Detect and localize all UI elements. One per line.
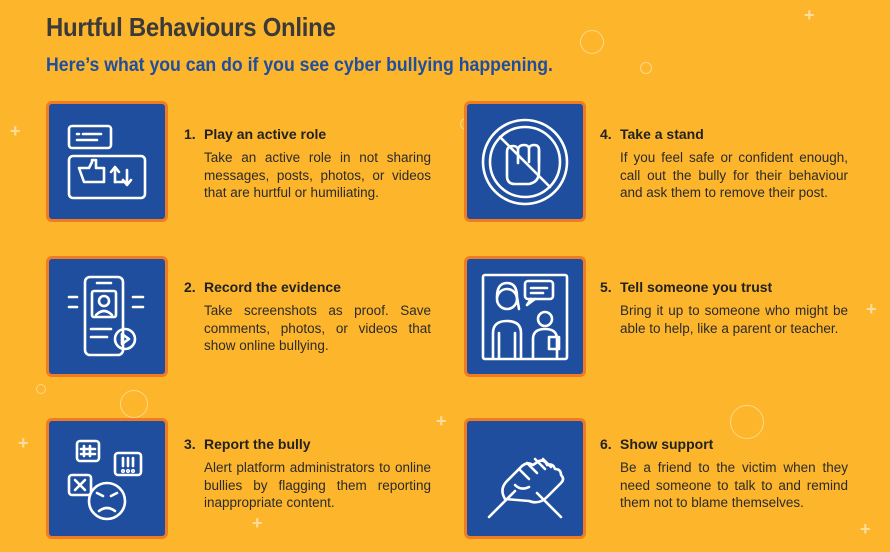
item-2-title: 2. Record the evidence: [184, 279, 341, 295]
item-6-body: Be a friend to the victim when they need…: [620, 460, 848, 510]
item-3-body: Alert platform administrators to online …: [204, 460, 431, 510]
page-title: Hurtful Behaviours Online: [46, 12, 336, 42]
angry-speech-icon: [67, 439, 143, 520]
phone-record-icon: [67, 275, 145, 356]
people-talking-icon: [481, 273, 569, 360]
item-1-title: 1. Play an active role: [184, 126, 327, 142]
chat-dislike-share-icon: [67, 124, 147, 199]
item-3-tile: [46, 418, 168, 539]
item-5-body: Bring it up to someone who might be able…: [620, 303, 848, 336]
no-fist-icon: [481, 118, 569, 205]
page-subtitle: Here’s what you can do if you see cyber …: [46, 55, 553, 76]
handshake-icon: [487, 457, 565, 518]
item-4-tile: [464, 101, 586, 222]
item-6-tile: [464, 418, 586, 539]
item-2-tile: [46, 256, 168, 377]
item-5-tile: [464, 256, 586, 377]
item-1-body: Take an active role in not sharing messa…: [204, 150, 431, 200]
item-1-tile: [46, 101, 168, 222]
item-6-title: 6. Show support: [600, 436, 714, 452]
item-5-title: 5. Tell someone you trust: [600, 279, 773, 295]
item-4-body: If you feel safe or confident enough, ca…: [620, 150, 848, 200]
item-2-body: Take screenshots as proof. Save comments…: [204, 303, 431, 353]
item-4-title: 4. Take a stand: [600, 126, 704, 142]
item-3-title: 3. Report the bully: [184, 436, 311, 452]
